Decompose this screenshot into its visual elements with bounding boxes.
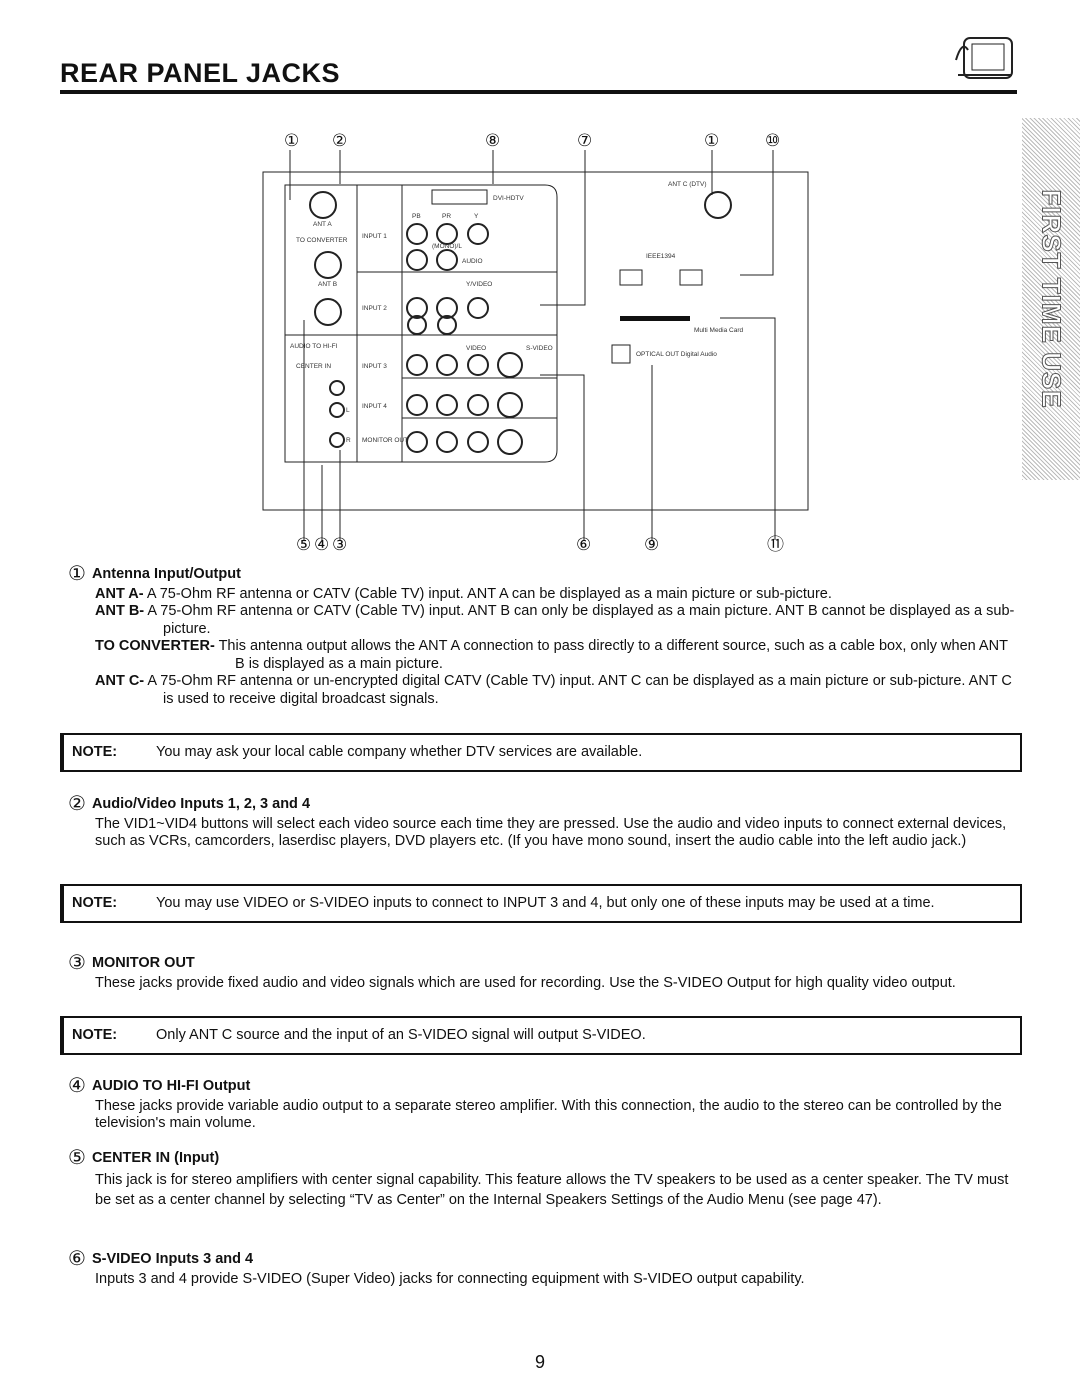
heading-text: AUDIO TO HI-FI Output: [91, 1078, 251, 1094]
callout: ①: [704, 131, 719, 150]
jack-label: (MONO)/L: [432, 243, 462, 250]
item-term: ANT B-: [95, 603, 145, 619]
heading-text: MONITOR OUT: [91, 955, 195, 971]
note-label: NOTE:: [72, 895, 118, 911]
callout: ③: [332, 535, 347, 554]
jack-label: IEEE1394: [646, 253, 676, 260]
section-marker: ⑥: [68, 1248, 86, 1270]
note: NOTE: You may ask your local cable compan…: [60, 733, 1022, 772]
jack-label: INPUT 2: [362, 305, 387, 312]
callout: ⑩: [765, 131, 780, 150]
card-slot: [620, 316, 690, 321]
section-text: The VID1~VID4 buttons will select each v…: [95, 815, 1007, 850]
jack-label: INPUT 1: [362, 233, 387, 240]
jack-label: MONITOR OUT: [362, 437, 408, 444]
section: ③ MONITOR OUT These jacks provide fixed a…: [68, 952, 1020, 992]
callout: ⑧: [485, 131, 500, 150]
section-text: Inputs 3 and 4 provide S-VIDEO (Super Vi…: [95, 1270, 805, 1287]
jack-label: VIDEO: [466, 345, 486, 352]
page-number: 9: [534, 1352, 545, 1372]
jack-label: ANT B: [318, 281, 337, 288]
jack-label: AUDIO TO HI-FI: [290, 343, 338, 350]
section-heading: ⑥ S-VIDEO Inputs 3 and 4: [68, 1248, 1020, 1270]
jack-label: TO CONVERTER: [296, 237, 348, 244]
note: NOTE: Only ANT C source and the input of …: [60, 1016, 1022, 1055]
item-text: This antenna output allows the ANT A con…: [218, 638, 1008, 672]
note-text: Only ANT C source and the input of an S-…: [156, 1027, 646, 1043]
item: ANT C- A 75-Ohm RF antenna or un-encrypt…: [68, 673, 1020, 708]
jack-label: L: [346, 407, 350, 414]
callout: ②: [332, 131, 347, 150]
section-text: This jack is for stereo amplifiers with …: [95, 1171, 1009, 1208]
section-marker: ⑤: [68, 1147, 86, 1169]
side-tab-text: FIRST TIME USE: [1036, 189, 1067, 409]
section-marker: ③: [68, 952, 86, 974]
note-label: NOTE:: [72, 744, 118, 760]
callout: ⑥: [576, 535, 591, 554]
heading-text: Antenna Input/Output: [91, 566, 241, 582]
jack-label: ANT A: [313, 221, 332, 228]
heading-text: S-VIDEO Inputs 3 and 4: [91, 1251, 254, 1267]
jack-label: Y: [474, 213, 479, 220]
section-text: These jacks provide fixed audio and vide…: [95, 974, 956, 991]
item: ANT A- A 75-Ohm RF antenna or CATV (Cabl…: [95, 586, 1020, 604]
section: ⑤ CENTER IN (Input) This jack is for ster…: [68, 1147, 1020, 1210]
section: ① Antenna Input/Output ANT A- A 75-Ohm RF…: [68, 563, 1020, 708]
callout: ⑦: [577, 131, 592, 150]
jack-label: AUDIO: [462, 258, 483, 265]
jack-labels: ANT A TO CONVERTER ANT B AUDIO TO HI-FI …: [290, 181, 744, 444]
jack-label: INPUT 3: [362, 363, 387, 370]
jack-label: DVI-HDTV: [493, 195, 524, 202]
section: ④ AUDIO TO HI-FI Output These jacks provi…: [68, 1075, 1020, 1133]
title-rule: [60, 90, 1017, 94]
item-text: A 75-Ohm RF antenna or CATV (Cable TV) i…: [146, 585, 832, 602]
callout: ⑪: [767, 535, 784, 554]
callout: ①: [284, 131, 299, 150]
item-text: A 75-Ohm RF antenna or un-encrypted digi…: [147, 673, 1012, 707]
item: ANT B- A 75-Ohm RF antenna or CATV (Cabl…: [68, 603, 1020, 638]
heading-text: CENTER IN (Input): [91, 1150, 220, 1166]
section-heading: ② Audio/Video Inputs 1, 2, 3 and 4: [68, 793, 1020, 815]
section-heading: ⑤ CENTER IN (Input): [68, 1147, 1020, 1169]
jack-label: ANT C (DTV): [668, 181, 707, 188]
jack-label: OPTICAL OUT Digital Audio: [636, 351, 717, 358]
section-heading: ① Antenna Input/Output: [68, 563, 1020, 585]
jack-label: Y/VIDEO: [466, 281, 492, 288]
section: ② Audio/Video Inputs 1, 2, 3 and 4 The VI…: [68, 793, 1020, 851]
item-text: A 75-Ohm RF antenna or CATV (Cable TV) i…: [147, 603, 1015, 637]
item-term: TO CONVERTER-: [95, 638, 215, 654]
note-text: You may use VIDEO or S-VIDEO inputs to c…: [156, 895, 935, 911]
jack-label: INPUT 4: [362, 403, 387, 410]
tv-icon: [955, 37, 1013, 79]
rear-panel-diagram: ① ② ⑧ ⑦ ① ⑩ ⑤ ④ ③ ⑥ ⑨ ⑪ ANT A TO CONVERT…: [262, 131, 809, 554]
callouts: ① ② ⑧ ⑦ ① ⑩ ⑤ ④ ③ ⑥ ⑨ ⑪: [284, 131, 784, 554]
callout: ④: [314, 535, 329, 554]
section-heading: ④ AUDIO TO HI-FI Output: [68, 1075, 1020, 1097]
page-title: REAR PANEL JACKS: [60, 58, 341, 88]
note-label: NOTE:: [72, 1027, 118, 1043]
callout: ⑤: [296, 535, 311, 554]
item-term: ANT A-: [95, 585, 144, 602]
section-marker: ②: [68, 793, 86, 815]
section-marker: ①: [68, 563, 86, 585]
section-heading: ③ MONITOR OUT: [68, 952, 1020, 974]
jack-label: R: [346, 437, 351, 444]
item-term: ANT C-: [95, 673, 145, 689]
jack-label: CENTER IN: [296, 363, 331, 370]
side-tab: FIRST TIME USE: [1022, 118, 1080, 480]
heading-text: Audio/Video Inputs 1, 2, 3 and 4: [91, 796, 311, 812]
callout: ⑨: [644, 535, 659, 554]
section-text: These jacks provide variable audio outpu…: [95, 1097, 1002, 1132]
note-text: You may ask your local cable company whe…: [156, 744, 643, 760]
section-marker: ④: [68, 1075, 86, 1097]
jack-label: PR: [442, 213, 451, 220]
jack-label: Multi Media Card: [694, 327, 744, 334]
item: TO CONVERTER- This antenna output allows…: [68, 638, 1020, 673]
section: ⑥ S-VIDEO Inputs 3 and 4 Inputs 3 and 4 p…: [68, 1248, 1020, 1288]
jack-label: S-VIDEO: [526, 345, 553, 352]
jack-label: PB: [412, 213, 421, 220]
note: NOTE: You may use VIDEO or S-VIDEO inputs…: [60, 884, 1022, 923]
